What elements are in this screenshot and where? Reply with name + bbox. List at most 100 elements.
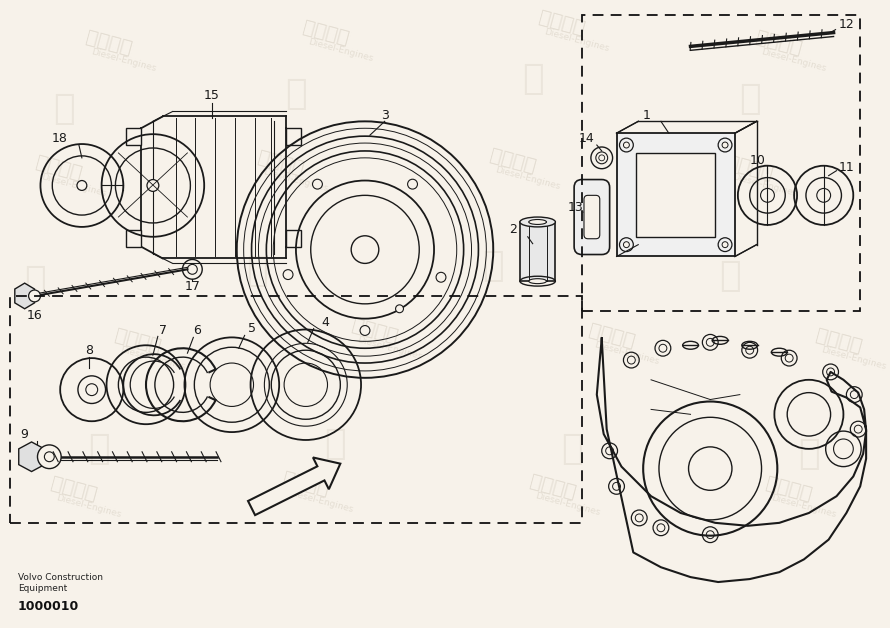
Polygon shape [636,153,716,237]
Text: 紧发动力: 紧发动力 [527,471,578,502]
Text: 紫: 紫 [719,259,740,293]
Text: Equipment: Equipment [18,585,67,593]
Polygon shape [248,457,340,515]
Circle shape [147,180,158,192]
Polygon shape [126,128,141,145]
Circle shape [599,155,604,161]
Circle shape [623,242,629,247]
Text: Volvo Construction: Volvo Construction [18,573,102,582]
Text: 紧发动力: 紧发动力 [587,320,636,350]
Text: 紧发动力: 紧发动力 [724,153,775,183]
Text: Diesel-Engines: Diesel-Engines [40,173,108,198]
Text: 5: 5 [247,322,255,335]
FancyBboxPatch shape [520,222,555,281]
Bar [582,15,861,311]
Text: 紧发动力: 紧发动力 [813,325,863,355]
Text: 紫: 紫 [246,254,267,288]
Text: 8: 8 [85,344,93,357]
Text: 紧发动力: 紧发动力 [754,27,805,58]
Text: 16: 16 [27,309,43,322]
Text: Diesel-Engines: Diesel-Engines [761,47,828,73]
Text: 紫: 紫 [522,62,544,96]
Polygon shape [15,283,35,309]
FancyBboxPatch shape [574,180,610,254]
Text: 紧发动力: 紧发动力 [280,468,331,499]
Text: Diesel-Engines: Diesel-Engines [544,28,611,53]
Text: 紧发动力: 紧发动力 [84,27,134,58]
Polygon shape [19,442,44,472]
Text: Diesel-Engines: Diesel-Engines [356,335,423,361]
Circle shape [722,142,728,148]
Polygon shape [286,230,301,247]
Circle shape [44,452,54,462]
Circle shape [188,264,198,274]
Text: Diesel-Engines: Diesel-Engines [731,173,798,198]
Text: 紫: 紫 [325,427,346,461]
Text: 紫: 紫 [285,77,307,111]
Text: 紫: 紫 [562,432,583,466]
Text: 1: 1 [643,109,650,122]
Text: 14: 14 [579,132,595,144]
Text: Diesel-Engines: Diesel-Engines [55,493,122,519]
Text: 紫: 紫 [88,432,109,466]
Text: 7: 7 [158,324,166,337]
Ellipse shape [529,279,546,284]
Text: 13: 13 [567,201,583,214]
Text: 1000010: 1000010 [18,600,79,613]
Text: 4: 4 [321,316,329,329]
Text: 紧发动力: 紧发动力 [49,473,99,504]
Circle shape [761,188,774,202]
FancyBboxPatch shape [584,195,600,239]
Text: 紧发动力: 紧发动力 [764,473,814,504]
Text: 紫: 紫 [53,92,75,126]
Text: Diesel-Engines: Diesel-Engines [307,37,374,63]
Text: Diesel-Engines: Diesel-Engines [119,345,186,371]
Bar [10,296,582,523]
Text: Diesel-Engines: Diesel-Engines [287,488,354,514]
Text: 紧发动力: 紧发动力 [350,315,400,346]
Polygon shape [126,230,141,247]
Text: 18: 18 [52,132,67,144]
Circle shape [85,384,98,396]
Text: Diesel-Engines: Diesel-Engines [534,491,601,517]
Ellipse shape [520,217,555,227]
Text: 12: 12 [838,18,854,31]
Circle shape [623,142,629,148]
Text: 6: 6 [193,324,201,337]
Text: Diesel-Engines: Diesel-Engines [771,493,837,519]
Text: 紫: 紫 [739,82,761,116]
Text: 紫: 紫 [482,249,504,283]
Text: 紧发动力: 紧发动力 [256,148,306,178]
Ellipse shape [529,220,546,224]
Text: 15: 15 [204,89,220,102]
Circle shape [817,188,830,202]
Text: 紫: 紫 [798,437,820,471]
Circle shape [312,179,322,189]
Circle shape [283,269,293,279]
Text: 17: 17 [184,279,200,293]
Text: 9: 9 [20,428,28,441]
Text: 紧发动力: 紧发动力 [113,325,163,355]
Polygon shape [617,133,735,256]
Circle shape [395,305,403,313]
Text: Diesel-Engines: Diesel-Engines [263,168,329,193]
Circle shape [360,325,370,335]
Text: 紧发动力: 紧发动力 [538,8,587,38]
Text: 3: 3 [381,109,389,122]
Text: 10: 10 [749,154,765,167]
Circle shape [408,179,417,189]
Circle shape [722,242,728,247]
Text: Diesel-Engines: Diesel-Engines [90,47,157,73]
Circle shape [436,273,446,282]
Text: 紫: 紫 [24,264,45,298]
Text: Diesel-Engines: Diesel-Engines [820,345,886,371]
Text: Diesel-Engines: Diesel-Engines [593,340,659,366]
Text: Diesel-Engines: Diesel-Engines [494,166,562,192]
Circle shape [28,290,40,302]
Text: 紧发动力: 紧发动力 [34,153,85,183]
Text: 紧发动力: 紧发动力 [488,146,538,176]
Polygon shape [286,128,301,145]
Text: 紧发动力: 紧发动力 [300,18,351,48]
Circle shape [77,180,87,190]
Text: 2: 2 [509,224,517,236]
